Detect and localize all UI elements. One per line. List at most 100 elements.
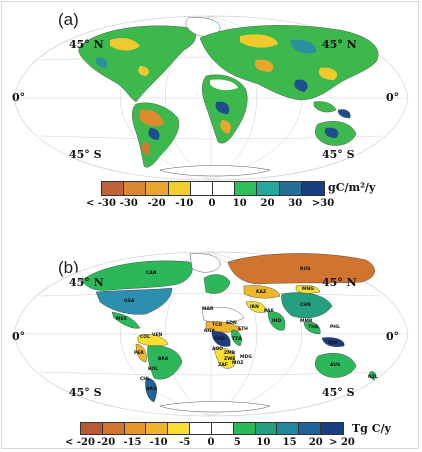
region-east-africa (231, 329, 242, 347)
colorbar-tick-label: > 20 (329, 437, 355, 448)
lat-label-45n-left: 45° N (69, 38, 104, 51)
colorbar-tick-label: 20 (260, 198, 275, 209)
colorbar-b-unit: Tg C/y (352, 422, 391, 435)
country-label-bra: BRA (158, 356, 169, 362)
colorbar-tick-label: -10 (175, 198, 194, 209)
country-mongolia (295, 285, 321, 294)
colorbar-swatch (124, 423, 147, 434)
country-drc (211, 331, 231, 347)
antarctica (159, 401, 271, 413)
colorbar-tick-label: 20 (308, 437, 323, 448)
colorbar-swatch (321, 423, 343, 434)
colorbar-swatch (124, 182, 147, 195)
country-label-mdg: MDG (240, 354, 252, 360)
lat-label-eq-right: 0° (386, 91, 400, 104)
colorbar-tick-label: >30 (311, 198, 335, 209)
country-label-idn: IDN (328, 340, 337, 346)
country-kazakhstan (243, 285, 281, 299)
colorbar-b (80, 422, 344, 435)
country-label-kaz: KAZ (256, 289, 267, 295)
country-label-zwe: ZWE (224, 356, 235, 362)
colorbar-tick-label: < -30 (86, 198, 116, 209)
country-label-phl: PHL (330, 324, 340, 330)
lat-label-45n-left: 45° N (69, 276, 104, 289)
country-label-pak: PAK (264, 308, 274, 314)
country-labels: RUS USA CAN KAZ CHN MNG IND IDN AUS BRA … (116, 266, 378, 392)
country-indonesia (321, 337, 345, 347)
lat-label-45n-right: 45° N (322, 38, 357, 51)
country-label-ven: VEN (152, 332, 163, 338)
country-label-rus: RUS (300, 266, 310, 272)
colorbar-tick-label: 30 (288, 198, 303, 209)
colorbar-tick-label: -20 (97, 437, 116, 448)
colorbar-swatch (301, 182, 324, 195)
lat-label-eq-left: 0° (12, 91, 26, 104)
country-label-sdn: SDN (226, 320, 237, 326)
southeast-asia (313, 101, 337, 113)
country-new-zealand (369, 371, 376, 381)
colorbar-tick-label: -20 (147, 198, 166, 209)
country-usa (95, 287, 173, 315)
colorbar-swatch (211, 423, 234, 434)
country-label-moz: MOZ (232, 360, 244, 366)
colorbar-tick-label: -10 (149, 437, 168, 448)
colorbar-swatch (190, 423, 212, 434)
country-label-col: COL (140, 334, 150, 340)
country-label-arg: ARG (146, 386, 157, 392)
country-peru (135, 343, 147, 363)
country-label-mmr: MMR (300, 318, 313, 324)
colorbar-swatch (102, 182, 125, 195)
colorbar-tick-label: -30 (119, 198, 138, 209)
colorbar-a (101, 181, 325, 196)
country-label-usa: USA (124, 298, 135, 304)
colorbar-a-ticks: < -30 -30 -20 -10 0 10 20 30 >30 (86, 198, 334, 212)
colorbar-a-unit: gC/m²/y (328, 181, 376, 194)
country-label-nzl: NZL (368, 374, 378, 380)
country-label-per: PER (134, 350, 144, 356)
panel-a-label: (a) (58, 10, 79, 29)
colorbar-swatch (146, 423, 169, 434)
colorbar-swatch (235, 182, 258, 195)
country-label-zmb: ZMB (224, 350, 236, 356)
country-russia (227, 253, 375, 285)
antarctica (159, 165, 271, 177)
country-canada (81, 260, 193, 291)
colorbar-swatch (168, 182, 191, 195)
country-label-irn: IRN (250, 304, 259, 310)
region-southeast-asia (303, 321, 321, 335)
country-colombia-venezuela (137, 334, 169, 347)
country-label-tza: TZA (232, 336, 242, 342)
country-india (267, 311, 286, 331)
panel-b-label: (b) (58, 258, 79, 277)
greenland (189, 253, 221, 273)
colorbar-tick-label: 0 (207, 437, 215, 448)
colorbar-swatch (277, 423, 300, 434)
colorbar-tick-label: 10 (256, 437, 271, 448)
colorbar-swatch (233, 423, 256, 434)
map-b-country-carbon-flux: RUS USA CAN KAZ CHN MNG IND IDN AUS BRA … (13, 251, 409, 417)
colorbar-swatch (81, 423, 103, 434)
lat-label-eq-right: 0° (386, 330, 400, 343)
country-label-aus: AUS (330, 362, 340, 368)
lat-label-45s-right: 45° S (322, 386, 355, 399)
map-a-carbon-flux-density (13, 15, 409, 181)
colorbar-swatch (102, 423, 125, 434)
colorbar-b-ticks: < -20 -20 -15 -10 -5 0 5 10 15 20 > 20 (65, 437, 355, 451)
region-southern-africa (213, 347, 236, 369)
country-label-mng: MNG (302, 286, 314, 292)
country-brazil (147, 345, 183, 380)
country-label-mar: MAR (202, 306, 214, 312)
country-label-chn: CHN (300, 302, 311, 308)
panel-a: (a) (0, 0, 422, 220)
colorbar-swatch (255, 423, 278, 434)
panel-b: (b) (0, 230, 422, 452)
colorbar-swatch (299, 423, 322, 434)
colorbar-swatch (212, 182, 236, 195)
colorbar-tick-label: 10 (232, 198, 247, 209)
lat-label-45s-left: 45° S (69, 386, 102, 399)
country-label-cod: COD (214, 336, 225, 342)
colorbar-swatch (279, 182, 302, 195)
country-label-tha: THA (308, 324, 319, 330)
lat-label-45s-left: 45° S (69, 148, 102, 161)
